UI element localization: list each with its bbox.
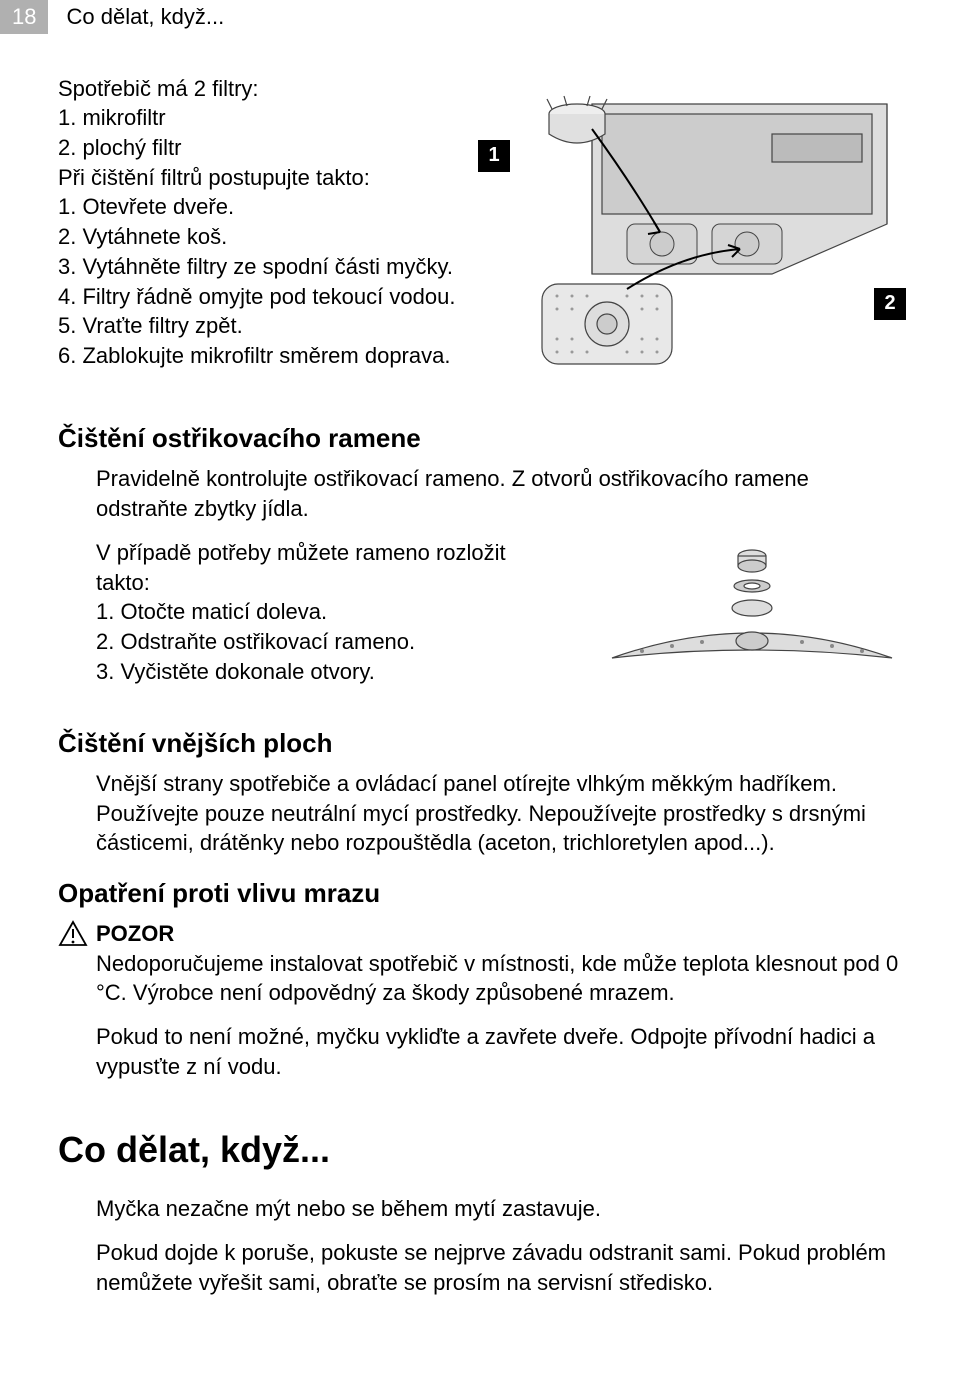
dishwasher-filter-diagram-icon: [482, 74, 902, 384]
warning-title: POZOR: [96, 919, 902, 949]
list-item: 3. Vytáhněte filtry ze spodní části myčk…: [58, 252, 462, 282]
figure-label-1: 1: [478, 140, 510, 172]
what-to-do-body: Myčka nezačne mýt nebo se během mytí zas…: [58, 1194, 902, 1297]
page-number: 18: [0, 0, 48, 34]
paragraph: Pokud to není možné, myčku vykliďte a za…: [96, 1022, 902, 1081]
warning-text: Nedoporučujeme instalovat spotřebič v mí…: [96, 949, 902, 1008]
steps-list: 1. Otevřete dveře. 2. Vytáhnete koš. 3. …: [58, 192, 462, 370]
list-item: 1. mikrofiltr: [58, 103, 462, 133]
spray-arm-heading: Čištění ostřikovacího ramene: [58, 421, 902, 456]
spray-arm-body: Pravidelně kontrolujte ostřikovací ramen…: [58, 464, 902, 687]
paragraph: Myčka nezačne mýt nebo se během mytí zas…: [96, 1194, 902, 1224]
warning-body: POZOR Nedoporučujeme instalovat spotřebi…: [96, 919, 902, 1095]
filter-figure: 1 2: [482, 74, 902, 392]
filters-text: Spotřebič má 2 filtry: 1. mikrofiltr 2. …: [58, 74, 462, 392]
list-item: 1. Otevřete dveře.: [58, 192, 462, 222]
page-content: Spotřebič má 2 filtry: 1. mikrofiltr 2. …: [0, 74, 960, 1328]
intro-line: Spotřebič má 2 filtry:: [58, 74, 462, 104]
list-item: 2. Odstraňte ostřikovací rameno.: [96, 627, 588, 657]
paragraph: V případě potřeby můžete rameno rozložit: [96, 538, 588, 568]
outer-surfaces-heading: Čištění vnějších ploch: [58, 726, 902, 761]
list-item: 5. Vraťte filtry zpět.: [58, 311, 462, 341]
arm-steps: 1. Otočte maticí doleva. 2. Odstraňte os…: [96, 597, 588, 686]
frost-heading: Opatření proti vlivu mrazu: [58, 876, 902, 911]
spray-arm-diagram-icon: [602, 538, 902, 688]
filter-list: 1. mikrofiltr 2. plochý filtr: [58, 103, 462, 162]
paragraph: takto:: [96, 568, 588, 598]
list-item: 4. Filtry řádně omyjte pod tekoucí vodou…: [58, 282, 462, 312]
list-item: 2. plochý filtr: [58, 133, 462, 163]
page-header: 18 Co dělat, když...: [0, 0, 960, 34]
arm-steps-text: V případě potřeby můžete rameno rozložit…: [96, 538, 588, 688]
list-item: 6. Zablokujte mikrofiltr směrem doprava.: [58, 341, 462, 371]
paragraph: Pravidelně kontrolujte ostřikovací ramen…: [96, 464, 902, 523]
list-item: 2. Vytáhnete koš.: [58, 222, 462, 252]
outer-surfaces-body: Vnější strany spotřebiče a ovládací pane…: [58, 769, 902, 858]
what-to-do-heading: Co dělat, když...: [58, 1126, 902, 1175]
filters-section: Spotřebič má 2 filtry: 1. mikrofiltr 2. …: [58, 74, 902, 392]
warning-triangle-icon: [58, 919, 88, 949]
figure-label-2: 2: [874, 288, 906, 320]
list-item: 3. Vyčistěte dokonale otvory.: [96, 657, 588, 687]
warning-block: POZOR Nedoporučujeme instalovat spotřebi…: [58, 919, 902, 1095]
header-title: Co dělat, když...: [66, 2, 224, 32]
paragraph: Pokud dojde k poruše, pokuste se nejprve…: [96, 1238, 902, 1297]
list-item: 1. Otočte maticí doleva.: [96, 597, 588, 627]
intro-line2: Při čištění filtrů postupujte takto:: [58, 163, 462, 193]
